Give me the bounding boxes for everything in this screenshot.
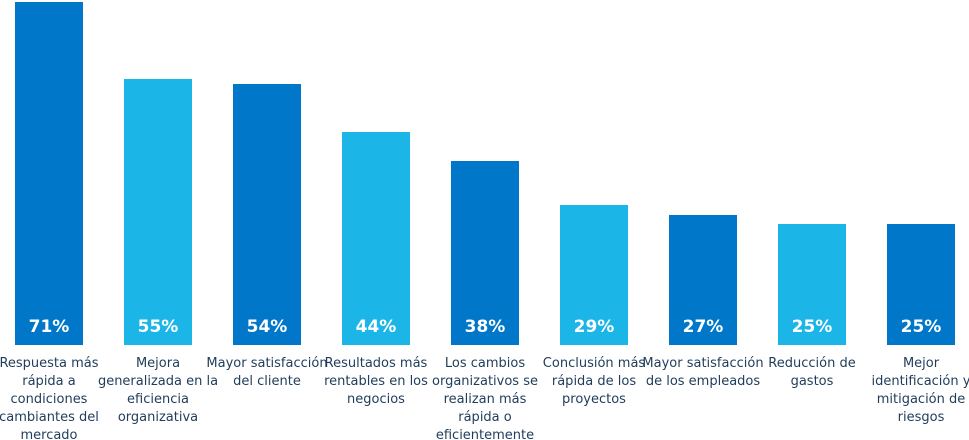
category-label: Los cambios organizativos se realizan má…: [432, 356, 538, 440]
bar: [887, 224, 955, 345]
category-label: Resultados más rentables en los negocios: [324, 356, 428, 407]
bar: [560, 204, 628, 345]
bar: [233, 84, 301, 345]
value-label: 25%: [791, 317, 833, 337]
category-label: Conclusión más rápida de los proyectos: [542, 356, 646, 407]
value-label: 38%: [464, 317, 506, 337]
value-label: 55%: [137, 317, 179, 337]
value-label: 25%: [900, 317, 942, 337]
category-label: Mayor satisfacción de los empleados: [642, 356, 764, 389]
bar: [342, 132, 410, 345]
value-label: 29%: [573, 317, 615, 337]
bar: [778, 224, 846, 345]
bar: [451, 161, 519, 345]
bar: [15, 2, 83, 345]
value-label: 27%: [682, 317, 724, 337]
bar: [124, 79, 192, 345]
category-label: Mayor satisfacción del cliente: [206, 356, 328, 389]
value-label: 54%: [246, 317, 288, 337]
value-label: 71%: [28, 317, 70, 337]
category-label: Respuesta más rápida a condiciones cambi…: [0, 356, 99, 440]
category-label: Reducción de gastos: [768, 356, 856, 389]
value-label: 44%: [355, 317, 397, 337]
category-label: Mejor identificación y mitigación de rie…: [871, 356, 969, 425]
category-label: Mejora generalizada en la eficiencia org…: [97, 356, 219, 425]
bar: [669, 214, 737, 345]
